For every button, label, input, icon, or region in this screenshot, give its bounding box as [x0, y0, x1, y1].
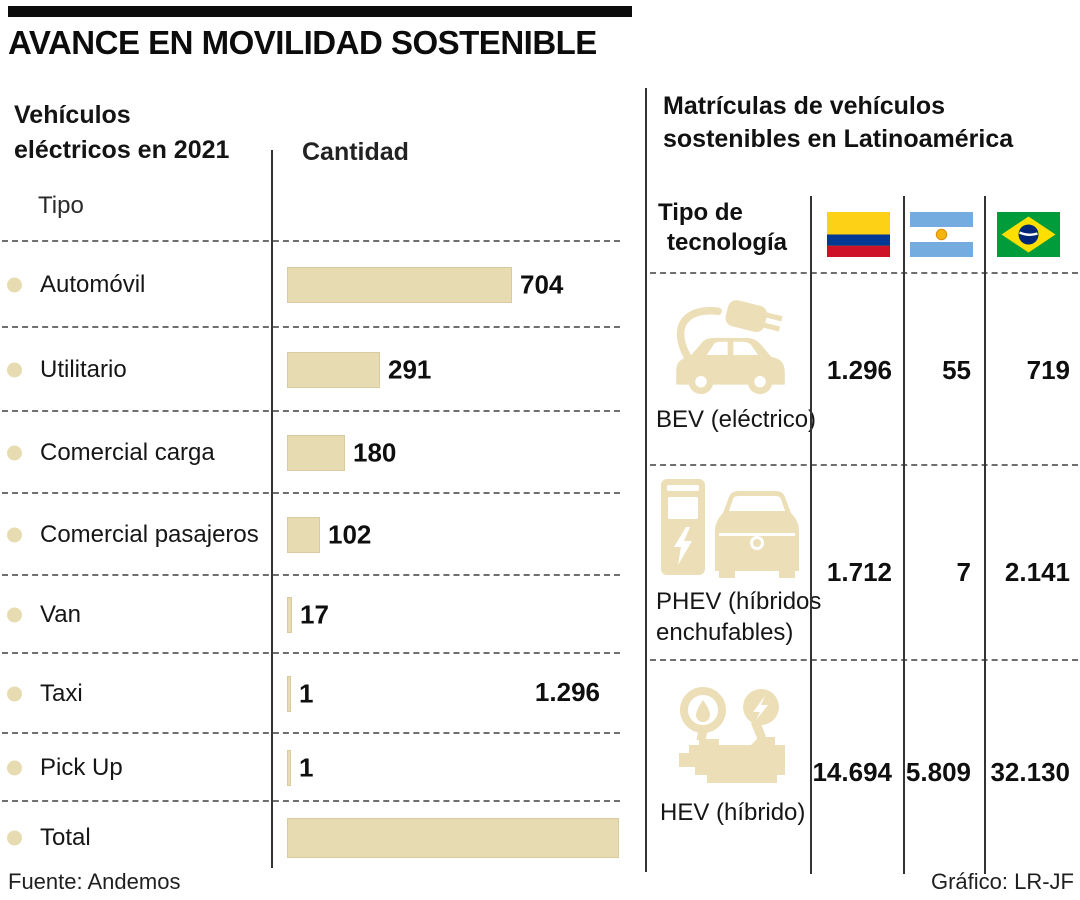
bar-row-automovil: Automóvil 704	[2, 240, 620, 328]
bar-row-pick-up: Pick Up 1	[2, 732, 620, 802]
bullet-icon	[7, 686, 22, 702]
value-argentina: 5.809	[905, 756, 971, 787]
table-column-line	[810, 196, 812, 874]
bar-value: 291	[388, 354, 432, 385]
row-label: PHEV (híbridos enchufables)	[656, 588, 822, 646]
category-label: Van	[40, 601, 81, 628]
value-argentina: 7	[956, 556, 971, 587]
bullet-icon	[7, 760, 22, 776]
total-value-label: 1.296	[534, 676, 600, 707]
charging-station-car-icon	[661, 479, 799, 578]
technology-type-line2: tecnología	[667, 229, 788, 256]
category-label: Total	[40, 824, 91, 851]
category-label: Comercial pasajeros	[40, 521, 259, 548]
argentina-flag-icon	[910, 212, 973, 257]
bar	[287, 818, 619, 858]
source-credit: Fuente: Andemos	[8, 869, 181, 894]
bar-row-comercial-pasajeros: Comercial pasajeros 102	[2, 492, 620, 576]
bar	[287, 750, 291, 786]
colombia-flag-icon	[827, 212, 890, 257]
right-table-heading: Matrículas de vehículos sostenibles en L…	[663, 92, 1014, 153]
panel-divider-line	[645, 88, 647, 872]
table-row-hev: HEV (híbrido) 14.694 5.809 32.130	[650, 659, 1078, 876]
bar	[287, 435, 345, 471]
bar-row-utilitario: Utilitario 291	[2, 326, 620, 412]
type-column-label: Tipo	[38, 192, 84, 219]
value-brasil: 2.141	[1004, 556, 1070, 587]
table-header-row: Tipo de tecnología	[650, 196, 1078, 272]
technology-type-header: Tipo de tecnología	[658, 198, 787, 258]
table-row-phev: PHEV (híbridos enchufables) 1.712 7 2.14…	[650, 464, 1078, 661]
bullet-icon	[7, 277, 22, 293]
category-label: Utilitario	[40, 356, 127, 383]
bar	[287, 267, 512, 303]
title-rule-bar	[8, 6, 632, 17]
brazil-flag-icon	[997, 212, 1060, 257]
bar-value: 180	[353, 437, 397, 468]
value-brasil: 719	[1026, 354, 1070, 385]
bar	[287, 597, 292, 633]
chart-axis-line	[271, 150, 273, 868]
value-argentina: 55	[942, 354, 971, 385]
value-colombia: 1.712	[826, 556, 892, 587]
bar-value: 102	[328, 519, 372, 550]
bar-value: 1	[299, 752, 314, 783]
page-title: AVANCE EN MOVILIDAD SOSTENIBLE	[8, 24, 597, 61]
technology-type-line1: Tipo de	[658, 199, 743, 226]
table-column-line	[984, 196, 986, 874]
bullet-icon	[7, 445, 22, 461]
table-column-line	[903, 196, 905, 874]
bar-row-comercial-carga: Comercial carga 180	[2, 410, 620, 494]
bullet-icon	[7, 527, 22, 543]
bar-row-taxi: Taxi 1	[2, 652, 620, 734]
bar-value: 17	[300, 599, 329, 630]
bar-value: 704	[520, 269, 564, 300]
electric-car-plug-icon	[676, 300, 785, 395]
bar-value: 1	[299, 678, 314, 709]
hybrid-engine-icon	[679, 687, 785, 783]
value-colombia: 1.296	[826, 354, 892, 385]
bullet-icon	[7, 362, 22, 378]
bullet-icon	[7, 830, 22, 846]
amount-column-label: Cantidad	[302, 138, 409, 166]
bar	[287, 676, 291, 712]
left-chart-heading: Vehículos eléctricos en 2021	[14, 101, 230, 164]
value-brasil: 32.130	[990, 756, 1070, 787]
row-label: HEV (híbrido)	[660, 799, 806, 826]
bar	[287, 517, 320, 553]
bar-row-van: Van 17	[2, 574, 620, 654]
bar-row-total: Total	[2, 800, 620, 874]
category-label: Taxi	[40, 680, 83, 707]
category-label: Comercial carga	[40, 439, 215, 466]
table-row-bev: BEV (eléctrico) 1.296 55 719	[650, 272, 1078, 466]
value-colombia: 14.694	[812, 756, 892, 787]
bullet-icon	[7, 607, 22, 623]
category-label: Pick Up	[40, 754, 123, 781]
graphic-credit: Gráfico: LR-JF	[930, 869, 1074, 894]
category-label: Automóvil	[40, 271, 146, 298]
bar	[287, 352, 380, 388]
row-label: BEV (eléctrico)	[656, 406, 817, 433]
